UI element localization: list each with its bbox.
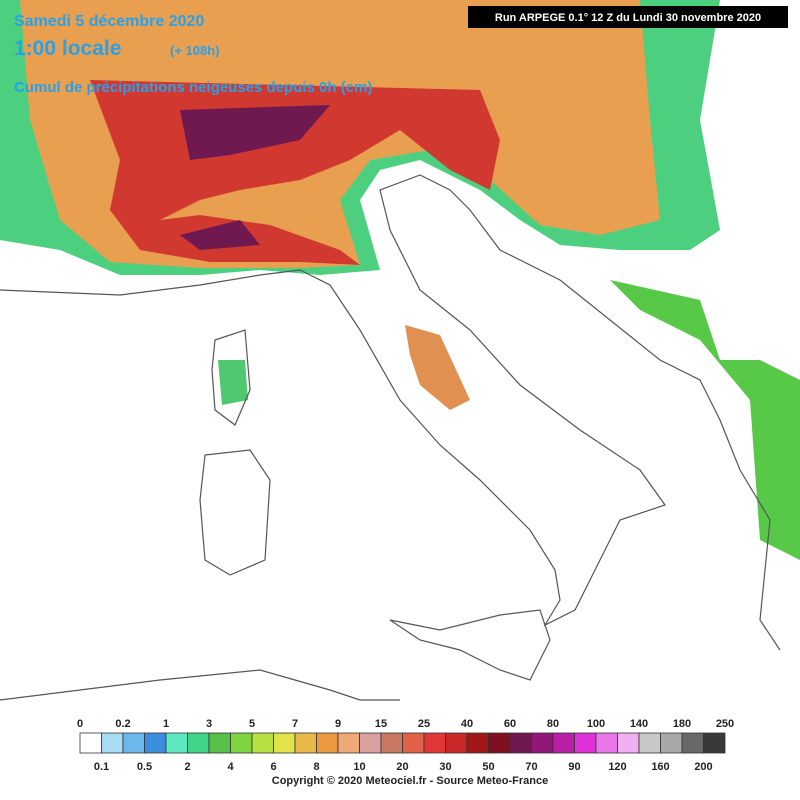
legend-label: 4 [227,761,234,773]
legend-swatch [294,732,317,754]
legend-swatch [208,732,231,754]
legend-label: 70 [525,761,537,773]
legend-swatch [466,732,489,754]
legend-label: 0.2 [115,718,130,730]
legend-label: 7 [292,718,298,730]
legend-swatch [380,732,403,754]
legend-swatch [638,732,661,754]
legend-swatch [187,732,210,754]
legend-label: 2 [184,761,190,773]
legend-swatch [337,732,360,754]
legend-swatch [574,732,597,754]
legend-label: 140 [630,718,648,730]
legend-swatch [660,732,683,754]
subtitle: Cumul de précipitations neigeuses depuis… [14,79,372,96]
legend-label: 10 [353,761,365,773]
legend-swatch [703,732,726,754]
legend-label: 6 [270,761,276,773]
legend-label: 60 [504,718,516,730]
legend-label: 9 [335,718,341,730]
legend-label: 40 [461,718,473,730]
legend-label: 25 [418,718,430,730]
legend: 0 0.1 0.2 0.5 1 2 3 4 5 6 7 8 9 10 15 20 25 30 40 50 60 70 80 9… [77,718,734,773]
legend-label: 50 [482,761,494,773]
legend-label: 80 [547,718,559,730]
legend-label: 3 [206,718,212,730]
legend-swatch [402,732,425,754]
legend-label: 160 [651,761,669,773]
legend-swatch [316,732,339,754]
legend-label: 120 [608,761,626,773]
legend-swatch [359,732,382,754]
lead-time: (+ 108h) [170,43,220,58]
legend-swatch [595,732,618,754]
legend-label: 200 [694,761,712,773]
legend-swatch [230,732,253,754]
legend-swatch [251,732,274,754]
legend-label: 180 [673,718,691,730]
legend-label: 100 [587,718,605,730]
legend-label: 90 [568,761,580,773]
run-info: Run ARPEGE 0.1° 12 Z du Lundi 30 novembr… [495,12,761,24]
legend-label: 0.1 [94,761,109,773]
header: Samedi 5 décembre 2020 1:00 locale (+ 10… [14,13,372,96]
coastline [0,174,781,701]
legend-swatch [531,732,554,754]
legend-swatch [144,732,167,754]
legend-swatch [273,732,296,754]
snow-field [0,0,800,560]
run-box [468,6,788,28]
legend-label: 1 [163,718,169,730]
legend-swatch [122,732,145,754]
hour: 1:00 locale [14,37,121,60]
legend-swatch [509,732,532,754]
legend-swatch [488,732,511,754]
legend-swatch [101,732,124,754]
legend-label: 15 [375,718,387,730]
legend-label: 20 [396,761,408,773]
legend-swatch [617,732,640,754]
legend-swatch [445,732,468,754]
legend-swatch [165,732,188,754]
legend-label: 250 [716,718,734,730]
date: Samedi 5 décembre 2020 [14,13,204,30]
copyright: Copyright © 2020 Meteociel.fr - Source M… [272,775,548,787]
legend-swatch [681,732,704,754]
legend-label: 30 [439,761,451,773]
legend-label: 5 [249,718,255,730]
legend-label: 0.5 [137,761,152,773]
legend-swatch [79,732,102,754]
legend-swatch [423,732,446,754]
legend-label: 0 [77,718,83,730]
legend-swatch [552,732,575,754]
legend-label: 8 [313,761,319,773]
